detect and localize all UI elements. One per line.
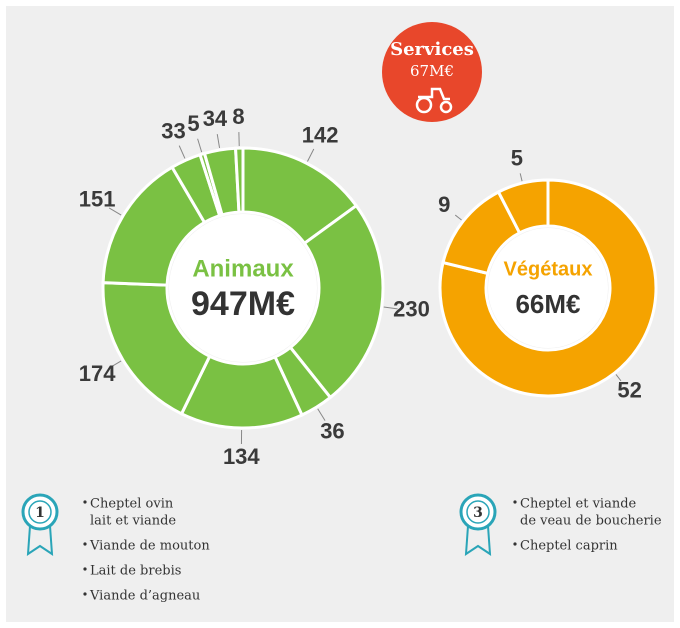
ranking-item: de veau de boucherie <box>520 514 662 529</box>
tractor-icon <box>415 87 453 114</box>
ranking-item: Lait de brebis <box>90 564 181 579</box>
center-total: 66M€ <box>515 289 580 319</box>
data-label: 34 <box>203 106 228 131</box>
leader-line <box>108 360 122 369</box>
center-label: Animaux <box>192 255 294 282</box>
donut-hole <box>169 214 317 362</box>
medal-inner <box>466 500 490 524</box>
leader-line <box>317 408 326 421</box>
services-value: 67M€ <box>410 62 454 80</box>
leader-line <box>307 148 315 162</box>
ranking-item: Viande d’agneau <box>89 589 200 604</box>
ranking-item: Cheptel caprin <box>520 539 618 554</box>
ranking-item: lait et viande <box>90 514 176 529</box>
data-label: 8 <box>232 104 244 129</box>
ranking-item: Cheptel ovin <box>90 497 174 512</box>
data-label: 134 <box>223 444 260 469</box>
donut-segment <box>438 178 658 398</box>
center-total: 947M€ <box>191 285 295 323</box>
data-label: 174 <box>79 361 116 386</box>
center-label: Végétaux <box>504 258 593 280</box>
bullet <box>83 592 87 596</box>
donut-hole <box>488 228 608 348</box>
medal-rank: 3 <box>473 505 483 521</box>
data-label: 5 <box>511 146 523 171</box>
bullet <box>513 500 517 504</box>
ranking-item: Cheptel et viande <box>520 497 637 512</box>
donut-segment <box>288 203 385 400</box>
data-label: 230 <box>393 297 430 322</box>
data-label: 9 <box>438 192 450 217</box>
bullet <box>513 542 517 546</box>
leader-line <box>454 214 462 221</box>
medal <box>459 493 497 531</box>
data-label: 33 <box>161 119 185 144</box>
medal-ribbon <box>464 525 492 556</box>
bullet <box>83 567 87 571</box>
services-title: Services <box>390 39 474 60</box>
bullet <box>83 542 87 546</box>
data-label: 151 <box>79 187 116 212</box>
services: Services 67M€ <box>382 22 482 122</box>
leader-line <box>216 134 221 149</box>
data-label: 52 <box>617 378 641 403</box>
services-circle <box>382 22 482 122</box>
medal-ribbon <box>26 525 54 556</box>
donut-segment <box>233 146 245 214</box>
medal-rank: 1 <box>35 505 45 521</box>
data-label: 142 <box>302 122 339 147</box>
data-label: 5 <box>187 111 199 136</box>
leader-line <box>519 173 523 182</box>
leader-line <box>108 207 122 216</box>
ranking-item: Viande de mouton <box>89 539 210 554</box>
donut-segment <box>496 178 550 235</box>
medal-inner <box>28 500 52 524</box>
medal <box>21 493 59 531</box>
leader-line <box>178 145 186 159</box>
data-label: 36 <box>320 418 344 443</box>
leader-line <box>615 374 622 382</box>
leader-line <box>197 138 203 153</box>
leader-line <box>383 306 398 310</box>
bullet <box>83 500 87 504</box>
